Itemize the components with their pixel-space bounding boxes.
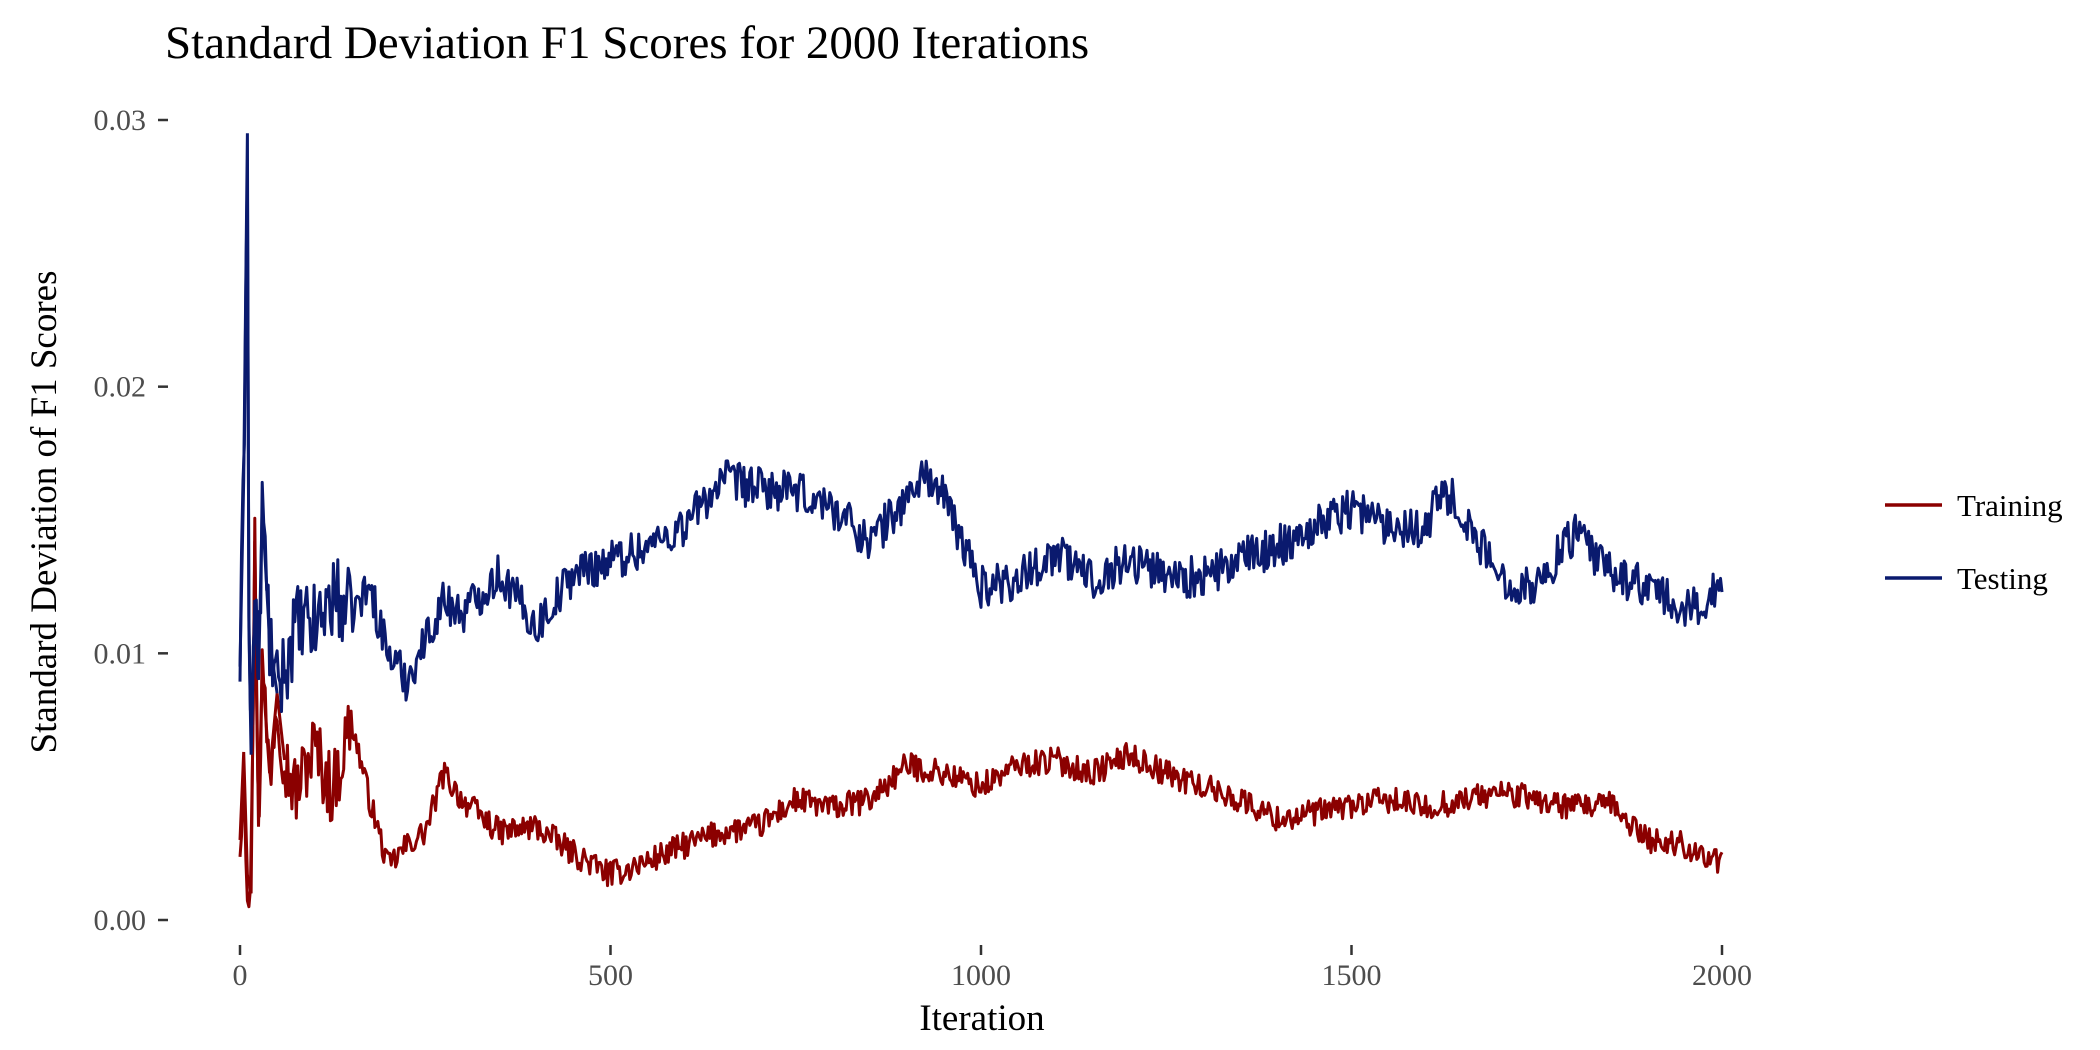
x-tick-label: 0 <box>233 959 248 992</box>
x-tick-label: 500 <box>588 959 633 992</box>
axes: 0.00 0.01 0.02 0.03 0 500 1000 1500 2000 <box>94 104 1753 992</box>
plot-area <box>238 133 1724 909</box>
y-tick-label: 0.03 <box>94 104 147 137</box>
legend: Training Testing <box>1885 488 2063 596</box>
chart-title: Standard Deviation F1 Scores for 2000 It… <box>165 17 1089 69</box>
series-peak-trace-testing <box>238 133 279 755</box>
x-axis-title: Iteration <box>919 998 1044 1039</box>
series-line-testing <box>238 166 1724 726</box>
legend-label-testing: Testing <box>1957 561 2048 596</box>
x-tick-label: 1500 <box>1322 959 1382 992</box>
series-line-training <box>238 516 1724 909</box>
x-tick-label: 2000 <box>1692 959 1752 992</box>
y-axis-title: Standard Deviation of F1 Scores <box>24 271 65 754</box>
x-tick-label: 1000 <box>951 959 1011 992</box>
y-tick-label: 0.00 <box>94 904 147 937</box>
y-tick-label: 0.01 <box>94 637 147 670</box>
series-peak-trace-training <box>238 541 286 894</box>
y-tick-label: 0.02 <box>94 371 147 404</box>
legend-label-training: Training <box>1957 488 2063 523</box>
